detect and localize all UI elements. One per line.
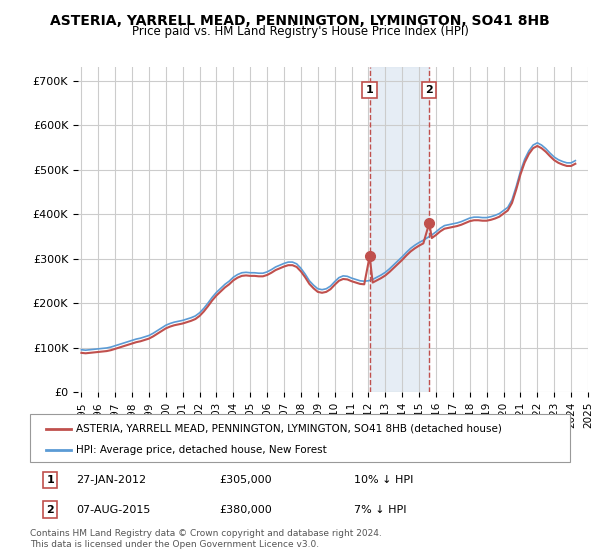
- Text: 2: 2: [425, 85, 433, 95]
- FancyBboxPatch shape: [30, 414, 570, 462]
- Text: £305,000: £305,000: [219, 475, 272, 485]
- Text: 7% ↓ HPI: 7% ↓ HPI: [354, 505, 407, 515]
- Text: ASTERIA, YARRELL MEAD, PENNINGTON, LYMINGTON, SO41 8HB: ASTERIA, YARRELL MEAD, PENNINGTON, LYMIN…: [50, 14, 550, 28]
- Text: Contains HM Land Registry data © Crown copyright and database right 2024.
This d: Contains HM Land Registry data © Crown c…: [30, 529, 382, 549]
- Bar: [370, 67, 429, 392]
- Text: HPI: Average price, detached house, New Forest: HPI: Average price, detached house, New …: [76, 445, 326, 455]
- Text: Price paid vs. HM Land Registry's House Price Index (HPI): Price paid vs. HM Land Registry's House …: [131, 25, 469, 38]
- Text: 2: 2: [46, 505, 54, 515]
- Text: 10% ↓ HPI: 10% ↓ HPI: [354, 475, 413, 485]
- Text: ASTERIA, YARRELL MEAD, PENNINGTON, LYMINGTON, SO41 8HB (detached house): ASTERIA, YARRELL MEAD, PENNINGTON, LYMIN…: [76, 424, 502, 433]
- Text: 1: 1: [46, 475, 54, 485]
- Text: 07-AUG-2015: 07-AUG-2015: [76, 505, 150, 515]
- Text: £380,000: £380,000: [219, 505, 272, 515]
- Text: 27-JAN-2012: 27-JAN-2012: [76, 475, 146, 485]
- Text: 1: 1: [366, 85, 374, 95]
